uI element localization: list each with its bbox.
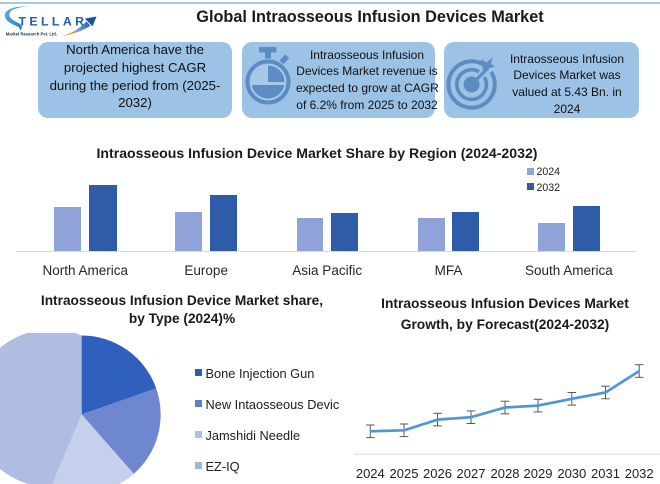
svg-text:TELLAR: TELLAR: [19, 15, 88, 29]
svg-text:Market Research Pvt. Ltd.: Market Research Pvt. Ltd.: [6, 31, 57, 36]
